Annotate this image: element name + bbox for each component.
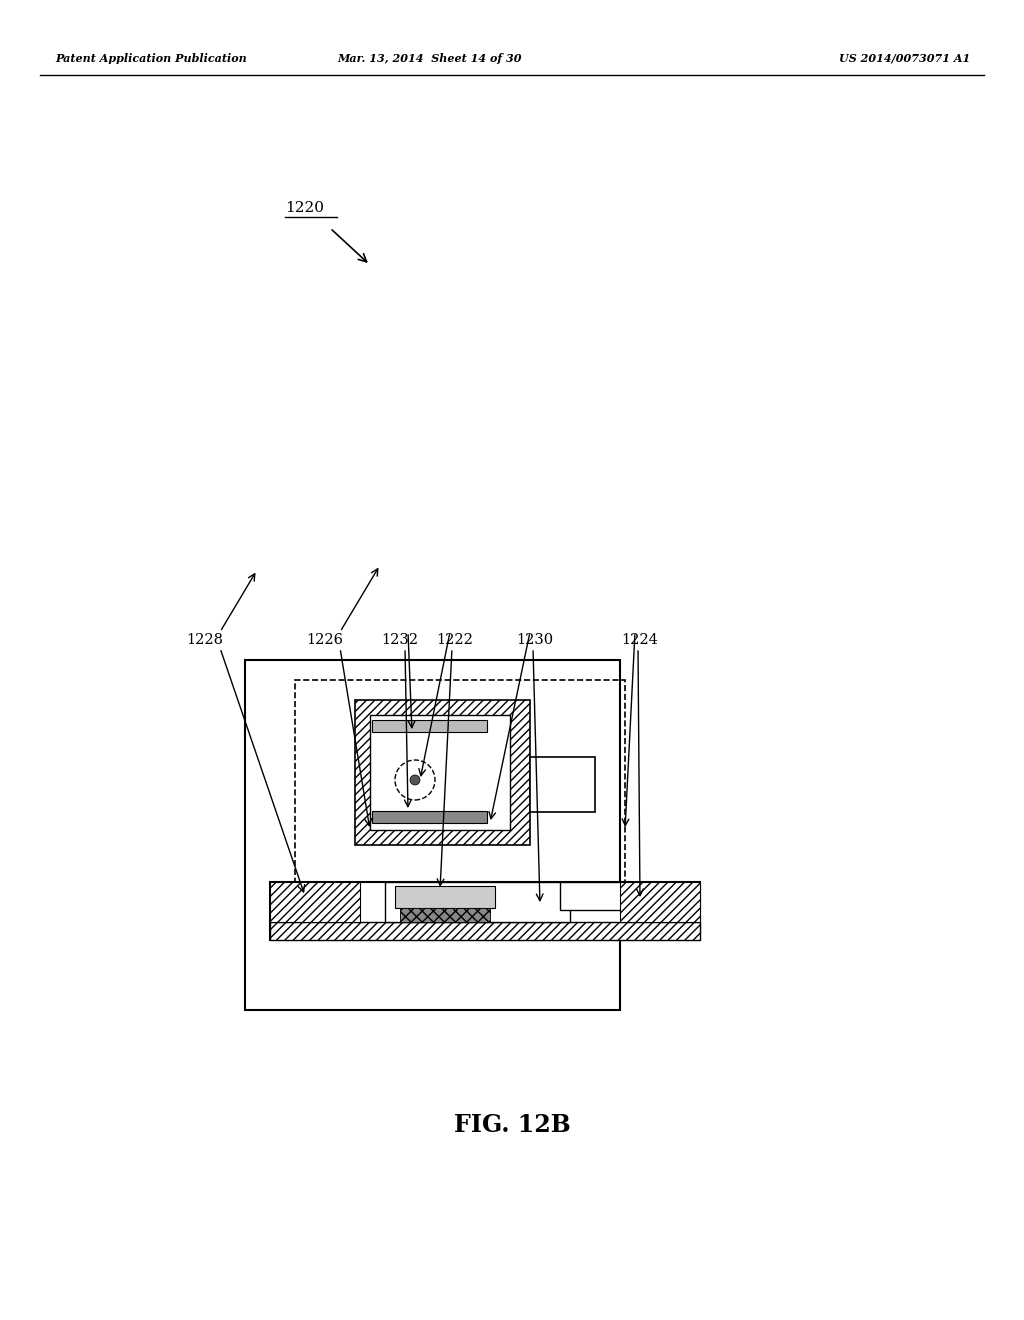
Bar [400, 908, 490, 921]
Bar [370, 715, 510, 830]
Text: Patent Application Publication: Patent Application Publication [55, 53, 247, 63]
Text: Mar. 13, 2014  Sheet 14 of 30: Mar. 13, 2014 Sheet 14 of 30 [338, 53, 522, 63]
Bar [372, 810, 487, 822]
Bar [530, 756, 595, 812]
Text: FIG. 12B: FIG. 12B [454, 1113, 570, 1137]
Bar [295, 680, 625, 900]
Circle shape [395, 760, 435, 800]
Text: 1224: 1224 [622, 634, 658, 647]
Text: US 2014/0073071 A1: US 2014/0073071 A1 [839, 53, 970, 63]
Text: 1226: 1226 [306, 634, 343, 647]
Bar [560, 882, 640, 909]
Text: 1228: 1228 [186, 634, 223, 647]
Bar [355, 700, 530, 845]
Bar [372, 719, 487, 733]
Bar [245, 660, 620, 1010]
Bar [385, 882, 570, 921]
Circle shape [410, 775, 420, 785]
Bar [270, 882, 360, 921]
Text: 1222: 1222 [436, 634, 473, 647]
Text: 1230: 1230 [516, 634, 554, 647]
Text: 1232: 1232 [382, 634, 419, 647]
Bar [270, 921, 700, 940]
Bar [270, 882, 700, 940]
Bar [395, 886, 495, 908]
Text: 1220: 1220 [285, 201, 324, 215]
Bar [620, 882, 700, 921]
